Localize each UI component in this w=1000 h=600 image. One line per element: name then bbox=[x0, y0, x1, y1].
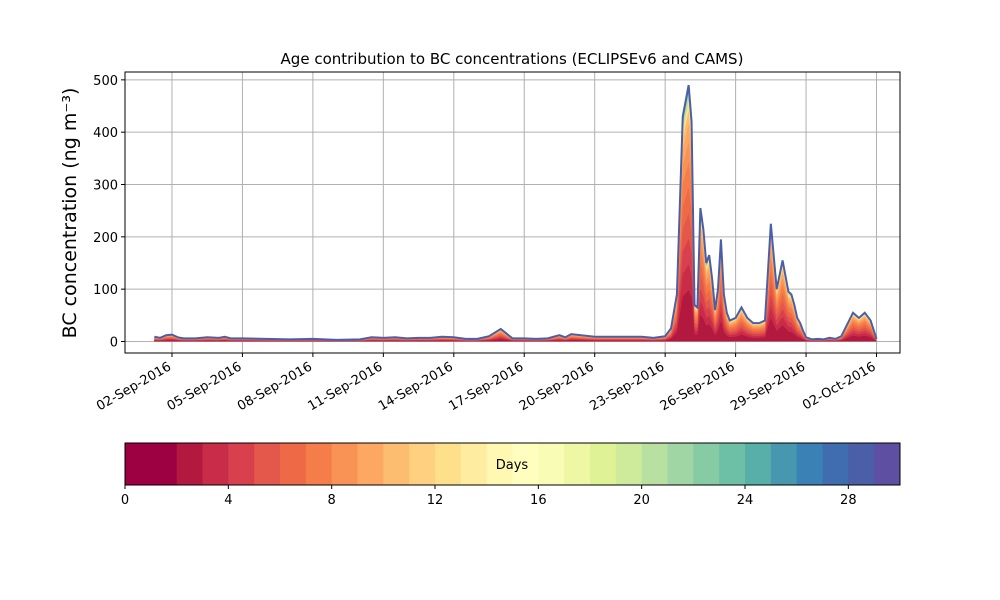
colorbar-bin bbox=[383, 443, 410, 485]
x-tick-label: 02-Oct-2016 bbox=[800, 359, 878, 413]
x-tick-label: 05-Sep-2016 bbox=[165, 359, 245, 414]
colorbar-bin bbox=[719, 443, 746, 485]
y-tick-label: 300 bbox=[93, 179, 118, 194]
plot-area bbox=[124, 71, 901, 354]
colorbar-bin bbox=[331, 443, 358, 485]
colorbar-tick-label: 28 bbox=[840, 493, 857, 508]
colorbar-label: Days bbox=[496, 458, 529, 473]
colorbar-bin bbox=[150, 443, 178, 485]
chart-title: Age contribution to BC concentrations (E… bbox=[281, 50, 744, 68]
x-tick-label: 02-Sep-2016 bbox=[94, 359, 174, 414]
colorbar-bin bbox=[460, 443, 488, 485]
colorbar-bin bbox=[305, 443, 333, 485]
colorbar-bin bbox=[486, 443, 513, 485]
colorbar-tick-label: 8 bbox=[328, 493, 336, 508]
colorbar-bin bbox=[745, 443, 772, 485]
colorbar-bin bbox=[125, 443, 152, 485]
y-tick-label: 500 bbox=[93, 74, 118, 89]
y-tick-label: 0 bbox=[110, 335, 118, 350]
colorbar-bin bbox=[848, 443, 875, 485]
colorbar-bin bbox=[770, 443, 798, 485]
x-tick-label: 08-Sep-2016 bbox=[235, 359, 315, 414]
y-tick-label: 100 bbox=[93, 283, 118, 298]
colorbar-bin bbox=[693, 443, 720, 485]
colorbar-bin bbox=[564, 443, 591, 485]
y-tick-label: 400 bbox=[93, 126, 118, 141]
colorbar-bin bbox=[512, 443, 539, 485]
y-axis-label: BC concentration (ng m⁻³) bbox=[59, 88, 81, 339]
colorbar-bin bbox=[590, 443, 617, 485]
x-tick-label: 14-Sep-2016 bbox=[376, 359, 456, 414]
colorbar: Days 0 4 8 12 16 20 24 28 bbox=[121, 442, 901, 508]
colorbar-bin bbox=[254, 443, 281, 485]
x-tick-label: 29-Sep-2016 bbox=[728, 359, 808, 414]
colorbar-bin bbox=[538, 443, 565, 485]
grid-lines bbox=[125, 72, 900, 353]
colorbar-bin bbox=[176, 443, 203, 485]
colorbar-tick-label: 4 bbox=[224, 493, 232, 508]
colorbar-bin bbox=[641, 443, 668, 485]
colorbar-bin bbox=[357, 443, 384, 485]
colorbar-bin bbox=[615, 443, 643, 485]
plot-frame bbox=[124, 71, 901, 354]
total-concentration-line bbox=[154, 84, 878, 341]
x-tick-label: 20-Sep-2016 bbox=[517, 359, 597, 414]
x-tick-label: 11-Sep-2016 bbox=[306, 359, 386, 414]
colorbar-tick-label: 20 bbox=[633, 493, 650, 508]
colorbar-tick-label: 24 bbox=[737, 493, 754, 508]
x-tick-label: 17-Sep-2016 bbox=[446, 359, 526, 414]
colorbar-ticks: 0 4 8 12 16 20 24 28 bbox=[121, 485, 857, 508]
colorbar-bin bbox=[874, 443, 901, 485]
colorbar-tick-label: 12 bbox=[427, 493, 444, 508]
y-axis: 0 100 200 300 400 500 bbox=[93, 74, 125, 350]
colorbar-tick-label: 0 bbox=[121, 493, 129, 508]
colorbar-bin bbox=[280, 443, 307, 485]
colorbar-bins bbox=[125, 443, 901, 485]
colorbar-bin bbox=[202, 443, 229, 485]
y-tick-label: 200 bbox=[93, 231, 118, 246]
x-tick-label: 23-Sep-2016 bbox=[587, 359, 667, 414]
x-axis: 02-Sep-201605-Sep-201608-Sep-201611-Sep-… bbox=[94, 353, 879, 414]
colorbar-bin bbox=[796, 443, 823, 485]
colorbar-bin bbox=[228, 443, 255, 485]
colorbar-bin bbox=[822, 443, 849, 485]
colorbar-bin bbox=[667, 443, 694, 485]
colorbar-frame bbox=[124, 442, 901, 486]
colorbar-bin bbox=[409, 443, 436, 485]
colorbar-bin bbox=[435, 443, 462, 485]
colorbar-tick-label: 16 bbox=[530, 493, 547, 508]
x-tick-label: 26-Sep-2016 bbox=[658, 359, 738, 414]
